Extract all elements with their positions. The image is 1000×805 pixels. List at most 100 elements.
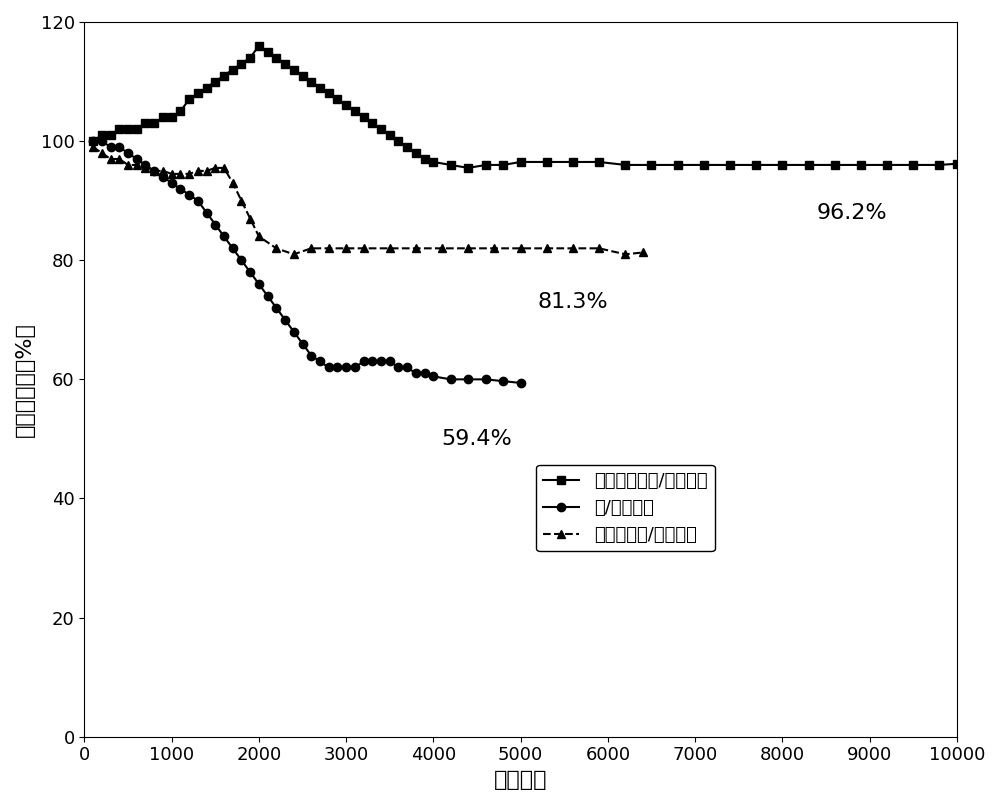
Text: 81.3%: 81.3% [538,292,608,312]
镍/氢氧化镍 [392,362,404,372]
蔗糖包覆镍/氢氧化镍 [340,243,352,253]
镍/氢氧化镍 [105,142,117,152]
蔗糖包覆镍/氢氧化镍 [436,243,448,253]
镍/氢氧化镍 [279,315,291,324]
镍/氢氧化镍 [201,208,213,217]
葡萄糖包覆镍/氢氧化镍 [227,65,239,75]
葡萄糖包覆镍/氢氧化镍 [462,163,474,173]
镍/氢氧化镍 [480,374,492,384]
蔗糖包覆镍/氢氧化镍 [87,142,99,152]
镍/氢氧化镍 [401,362,413,372]
蔗糖包覆镍/氢氧化镍 [270,243,282,253]
镍/氢氧化镍 [192,196,204,205]
镍/氢氧化镍 [148,166,160,175]
蔗糖包覆镍/氢氧化镍 [105,155,117,164]
镍/氢氧化镍 [462,374,474,384]
镍/氢氧化镍 [253,279,265,289]
蔗糖包覆镍/氢氧化镍 [166,169,178,179]
镍/氢氧化镍 [314,357,326,366]
镍/氢氧化镍 [445,374,457,384]
葡萄糖包覆镍/氢氧化镍 [192,89,204,98]
蔗糖包覆镍/氢氧化镍 [131,160,143,170]
镍/氢氧化镍 [427,372,439,382]
蔗糖包覆镍/氢氧化镍 [619,250,631,259]
蔗糖包覆镍/氢氧化镍 [488,243,500,253]
葡萄糖包覆镍/氢氧化镍 [803,160,815,170]
镍/氢氧化镍 [340,362,352,372]
蔗糖包覆镍/氢氧化镍 [122,160,134,170]
蔗糖包覆镍/氢氧化镍 [183,169,195,179]
X-axis label: 循环次数: 循环次数 [494,770,547,790]
蔗糖包覆镍/氢氧化镍 [148,166,160,175]
镍/氢氧化镍 [131,155,143,164]
Line: 葡萄糖包覆镍/氢氧化镍: 葡萄糖包覆镍/氢氧化镍 [89,42,961,172]
蔗糖包覆镍/氢氧化镍 [192,166,204,175]
镍/氢氧化镍 [288,327,300,336]
镍/氢氧化镍 [410,369,422,378]
葡萄糖包覆镍/氢氧化镍 [358,113,370,122]
镍/氢氧化镍 [227,243,239,253]
Text: 96.2%: 96.2% [817,203,887,223]
镍/氢氧化镍 [218,232,230,241]
蔗糖包覆镍/氢氧化镍 [384,243,396,253]
Line: 镍/氢氧化镍: 镍/氢氧化镍 [89,137,525,387]
蔗糖包覆镍/氢氧化镍 [358,243,370,253]
镍/氢氧化镍 [139,160,151,170]
镍/氢氧化镍 [305,351,317,361]
镍/氢氧化镍 [270,303,282,312]
葡萄糖包覆镍/氢氧化镍 [131,125,143,134]
镍/氢氧化镍 [96,136,108,146]
镍/氢氧化镍 [262,291,274,301]
葡萄糖包覆镍/氢氧化镍 [951,159,963,168]
镍/氢氧化镍 [358,357,370,366]
镍/氢氧化镍 [323,362,335,372]
蔗糖包覆镍/氢氧化镍 [139,163,151,173]
蔗糖包覆镍/氢氧化镍 [305,243,317,253]
蔗糖包覆镍/氢氧化镍 [637,248,649,258]
蔗糖包覆镍/氢氧化镍 [244,213,256,223]
葡萄糖包覆镍/氢氧化镍 [253,41,265,51]
蔗糖包覆镍/氢氧化镍 [113,155,125,164]
蔗糖包覆镍/氢氧化镍 [567,243,579,253]
镍/氢氧化镍 [166,178,178,188]
镍/氢氧化镍 [244,267,256,277]
蔗糖包覆镍/氢氧化镍 [541,243,553,253]
镍/氢氧化镍 [235,255,247,265]
蔗糖包覆镍/氢氧化镍 [209,163,221,173]
镍/氢氧化镍 [375,357,387,366]
葡萄糖包覆镍/氢氧化镍 [87,136,99,146]
镍/氢氧化镍 [497,376,509,386]
镍/氢氧化镍 [349,362,361,372]
蔗糖包覆镍/氢氧化镍 [201,166,213,175]
Line: 蔗糖包覆镍/氢氧化镍: 蔗糖包覆镍/氢氧化镍 [89,143,647,258]
镍/氢氧化镍 [113,142,125,152]
Legend: 葡萄糖包覆镍/氢氧化镍, 镍/氢氧化镍, 蔗糖包覆镍/氢氧化镍: 葡萄糖包覆镍/氢氧化镍, 镍/氢氧化镍, 蔗糖包覆镍/氢氧化镍 [536,464,715,551]
蔗糖包覆镍/氢氧化镍 [157,166,169,175]
蔗糖包覆镍/氢氧化镍 [235,196,247,205]
蔗糖包覆镍/氢氧化镍 [253,232,265,241]
Text: 59.4%: 59.4% [442,429,512,449]
镍/氢氧化镍 [174,184,186,193]
镍/氢氧化镍 [515,378,527,388]
蔗糖包覆镍/氢氧化镍 [96,148,108,158]
镍/氢氧化镍 [209,220,221,229]
镍/氢氧化镍 [183,190,195,200]
葡萄糖包覆镍/氢氧化镍 [419,155,431,164]
镍/氢氧化镍 [366,357,378,366]
Y-axis label: 电容保留率（%）: 电容保留率（%） [15,322,35,437]
镍/氢氧化镍 [384,357,396,366]
镍/氢氧化镍 [157,172,169,182]
镍/氢氧化镍 [297,339,309,349]
镍/氢氧化镍 [419,369,431,378]
蔗糖包覆镍/氢氧化镍 [410,243,422,253]
蔗糖包覆镍/氢氧化镍 [462,243,474,253]
镍/氢氧化镍 [122,148,134,158]
蔗糖包覆镍/氢氧化镍 [323,243,335,253]
蔗糖包覆镍/氢氧化镍 [218,163,230,173]
蔗糖包覆镍/氢氧化镍 [174,169,186,179]
蔗糖包覆镍/氢氧化镍 [227,178,239,188]
蔗糖包覆镍/氢氧化镍 [515,243,527,253]
镍/氢氧化镍 [87,136,99,146]
镍/氢氧化镍 [331,362,343,372]
蔗糖包覆镍/氢氧化镍 [288,250,300,259]
